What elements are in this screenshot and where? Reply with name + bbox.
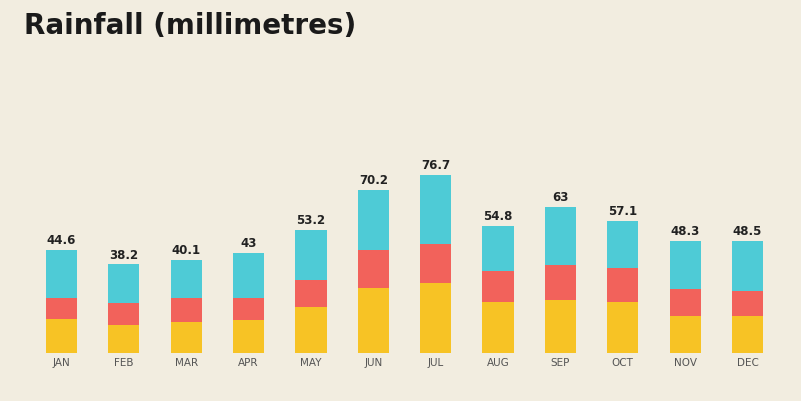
Bar — [46, 319, 77, 353]
Bar — [732, 316, 763, 353]
Text: 48.5: 48.5 — [733, 225, 763, 238]
Text: Rainfall (millimetres): Rainfall (millimetres) — [24, 12, 356, 40]
Bar — [358, 288, 389, 353]
Bar — [420, 175, 451, 244]
Bar — [670, 241, 701, 289]
Bar — [233, 320, 264, 353]
Bar — [171, 260, 202, 298]
Text: 48.3: 48.3 — [670, 225, 700, 238]
Bar — [358, 250, 389, 288]
Bar — [670, 316, 701, 353]
Text: 38.2: 38.2 — [109, 249, 139, 261]
Bar — [607, 221, 638, 268]
Bar — [233, 298, 264, 320]
Bar — [545, 207, 576, 265]
Bar — [607, 302, 638, 353]
Text: 57.1: 57.1 — [608, 205, 638, 218]
Text: 63: 63 — [552, 191, 569, 204]
Bar — [482, 302, 513, 353]
Bar — [296, 306, 327, 353]
Text: 70.2: 70.2 — [359, 174, 388, 187]
Bar — [358, 190, 389, 250]
Bar — [171, 298, 202, 322]
Bar — [420, 244, 451, 284]
Bar — [108, 325, 139, 353]
Bar — [545, 300, 576, 353]
Bar — [296, 280, 327, 306]
Bar — [233, 253, 264, 298]
Bar — [46, 298, 77, 319]
Bar — [670, 289, 701, 316]
Text: 40.1: 40.1 — [171, 244, 201, 257]
Bar — [545, 265, 576, 300]
Bar — [732, 292, 763, 316]
Text: 43: 43 — [240, 237, 257, 251]
Bar — [46, 249, 77, 298]
Bar — [171, 322, 202, 353]
Text: 44.6: 44.6 — [46, 234, 76, 247]
Bar — [482, 271, 513, 302]
Bar — [607, 268, 638, 302]
Bar — [108, 264, 139, 303]
Bar — [296, 230, 327, 280]
Bar — [482, 226, 513, 271]
Bar — [732, 241, 763, 292]
Bar — [108, 303, 139, 325]
Text: 54.8: 54.8 — [483, 210, 513, 223]
Bar — [420, 284, 451, 353]
Text: 76.7: 76.7 — [421, 159, 450, 172]
Text: 53.2: 53.2 — [296, 214, 325, 227]
